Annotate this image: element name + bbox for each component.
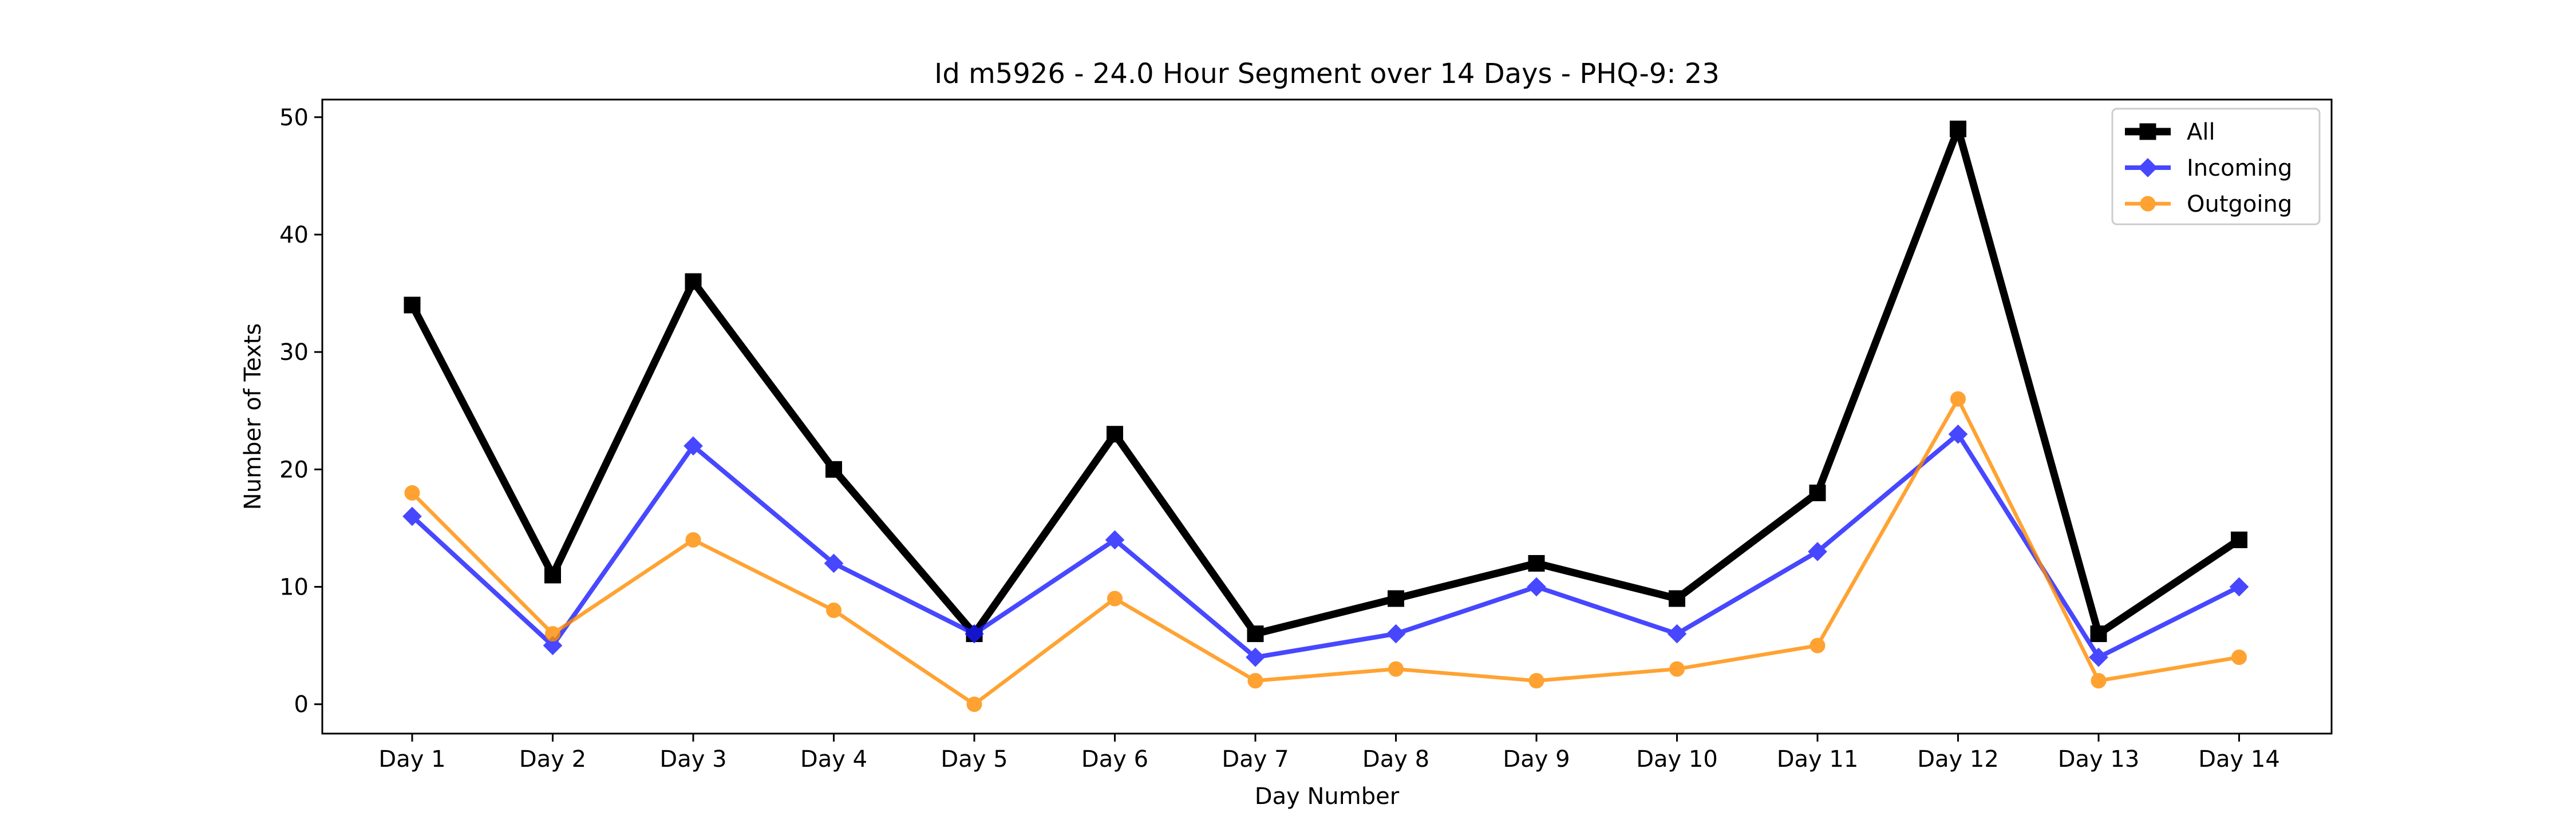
data-point-outgoing — [1107, 591, 1123, 607]
x-tick-label: Day 13 — [2058, 746, 2140, 772]
data-point-incoming — [2089, 647, 2108, 667]
data-point-all — [1388, 590, 1404, 607]
data-point-all — [1528, 554, 1545, 572]
data-point-all — [1107, 426, 1123, 443]
data-point-outgoing — [1950, 391, 1966, 407]
x-tick-label: Day 1 — [378, 746, 445, 772]
x-tick-label: Day 10 — [1636, 746, 1718, 772]
legend-label: Outgoing — [2187, 191, 2292, 217]
data-point-outgoing — [685, 532, 701, 548]
data-point-incoming — [965, 624, 984, 644]
data-point-incoming — [543, 636, 563, 655]
legend-entry — [2125, 158, 2171, 177]
data-point-outgoing — [404, 485, 420, 501]
data-point-all — [1247, 625, 1264, 643]
data-point-all — [1809, 484, 1826, 501]
data-point-all — [685, 273, 702, 290]
data-point-outgoing — [1247, 673, 1263, 689]
plot-frame — [321, 98, 2333, 735]
axes: 0 10 20 30 40 50 Day 1 Day 2 Day 3 Day 4 Day 5 Day … — [279, 105, 2280, 772]
data-point-incoming — [1246, 647, 1265, 667]
data-point-incoming — [2229, 577, 2249, 597]
x-tick-label: Day 9 — [1503, 746, 1570, 772]
y-tick-label: 30 — [279, 339, 309, 366]
data-point-all — [825, 461, 842, 478]
x-tick-label: Day 5 — [941, 746, 1008, 772]
x-tick-label: Day 11 — [1777, 746, 1859, 772]
legend-label: Incoming — [2187, 155, 2292, 181]
data-point-all — [404, 296, 421, 314]
x-tick-label: Day 7 — [1222, 746, 1289, 772]
legend: All Incoming Outgoing — [2111, 108, 2321, 225]
legend-label: All — [2187, 119, 2215, 145]
data-point-all — [2231, 531, 2247, 548]
x-axis-label: Day Number — [1255, 783, 1400, 810]
legend-frame — [2111, 108, 2321, 225]
y-tick-label: 50 — [279, 105, 309, 131]
data-point-all — [1950, 120, 1966, 137]
legend-entry — [2125, 196, 2171, 212]
data-point-incoming — [1948, 424, 1968, 444]
legend-marker-incoming — [2138, 158, 2158, 177]
series-outgoing — [404, 391, 2247, 712]
data-point-outgoing — [2231, 649, 2247, 665]
data-point-incoming — [1527, 577, 1546, 597]
data-point-outgoing — [966, 696, 982, 712]
data-point-outgoing — [1528, 673, 1544, 689]
data-point-outgoing — [1809, 637, 1826, 653]
series-line-incoming — [410, 431, 2242, 660]
series-line-outgoing — [410, 397, 2241, 706]
legend-marker-all — [2139, 123, 2156, 140]
series-incoming — [402, 424, 2249, 667]
data-point-all — [544, 566, 561, 584]
data-point-outgoing — [2091, 673, 2107, 689]
legend-entry — [2125, 123, 2171, 140]
data-point-outgoing — [1669, 661, 1685, 677]
chart-title: Id m5926 - 24.0 Hour Segment over 14 Day… — [934, 58, 1720, 90]
y-axis-label: Number of Texts — [240, 323, 266, 510]
data-point-incoming — [683, 436, 703, 456]
series-line-all — [408, 125, 2243, 638]
y-tick-label: 20 — [279, 457, 309, 483]
x-tick-label: Day 8 — [1362, 746, 1429, 772]
x-tick-label: Day 6 — [1081, 746, 1148, 772]
x-tick-label: Day 12 — [1917, 746, 1999, 772]
y-tick-label: 10 — [279, 575, 309, 601]
data-point-outgoing — [826, 603, 841, 619]
x-tick-label: Day 2 — [519, 746, 586, 772]
data-point-outgoing — [545, 626, 560, 642]
plot-area — [402, 120, 2249, 712]
x-tick-label: Day 3 — [659, 746, 726, 772]
y-tick-label: 0 — [294, 692, 309, 718]
data-point-incoming — [1386, 624, 1406, 644]
legend-marker-outgoing — [2140, 196, 2156, 212]
data-point-incoming — [1808, 542, 1827, 561]
data-point-all — [2090, 625, 2107, 643]
y-tick-label: 40 — [279, 222, 309, 248]
data-point-all — [1669, 590, 1685, 607]
data-point-incoming — [824, 553, 844, 573]
x-tick-label: Day 14 — [2198, 746, 2280, 772]
data-point-incoming — [1667, 624, 1687, 644]
x-tick-label: Day 4 — [800, 746, 867, 772]
data-point-outgoing — [1388, 661, 1404, 677]
data-point-incoming — [402, 506, 422, 526]
data-point-incoming — [1105, 530, 1125, 550]
